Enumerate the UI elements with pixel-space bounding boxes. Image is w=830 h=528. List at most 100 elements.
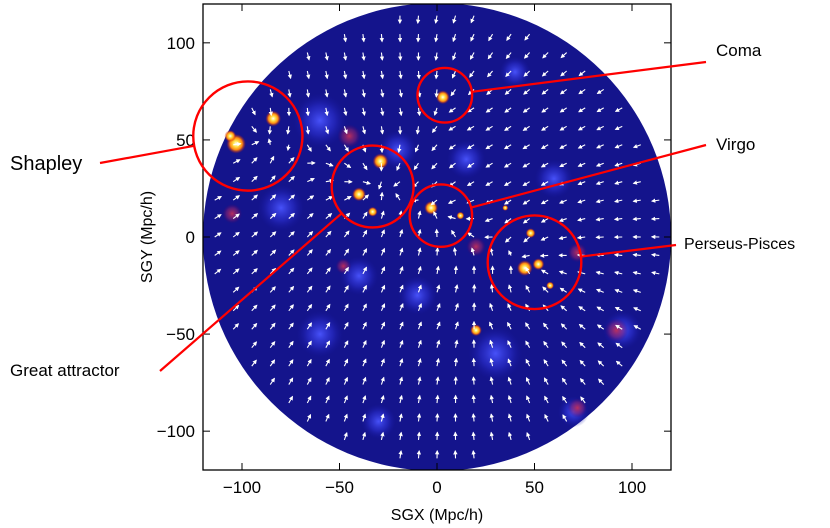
- velocity-arrow: [503, 199, 512, 205]
- velocity-arrow: [452, 33, 457, 43]
- velocity-arrow: [324, 107, 329, 117]
- density-blob: [546, 281, 554, 290]
- velocity-arrow: [485, 162, 493, 168]
- velocity-arrow: [504, 218, 512, 224]
- velocity-arrow: [417, 265, 422, 275]
- velocity-arrow: [343, 303, 349, 312]
- velocity-arrow: [435, 265, 440, 274]
- velocity-arrow: [433, 107, 438, 116]
- velocity-arrow: [614, 306, 623, 312]
- velocity-arrow: [269, 175, 276, 183]
- velocity-arrow: [232, 250, 240, 256]
- velocity-arrow: [633, 307, 641, 312]
- velocity-arrow: [361, 431, 367, 441]
- velocity-arrow: [380, 89, 385, 98]
- velocity-arrow: [543, 377, 549, 385]
- velocity-arrow: [503, 181, 512, 187]
- velocity-arrow: [416, 107, 422, 117]
- velocity-arrow: [399, 228, 404, 238]
- velocity-arrow: [580, 396, 586, 404]
- velocity-arrow: [306, 285, 313, 293]
- velocity-arrow: [361, 70, 366, 80]
- velocity-arrow: [232, 176, 241, 183]
- velocity-arrow: [269, 377, 275, 385]
- density-blob: [525, 228, 536, 238]
- velocity-arrow: [380, 107, 385, 117]
- velocity-arrow: [434, 70, 439, 80]
- velocity-arrow: [344, 162, 352, 169]
- velocity-arrow: [540, 144, 549, 150]
- velocity-arrow: [398, 413, 403, 422]
- velocity-arrow: [614, 180, 623, 185]
- velocity-arrow: [416, 70, 421, 80]
- velocity-arrow: [541, 125, 549, 131]
- density-blob: [470, 324, 482, 337]
- density-blob: [372, 153, 389, 170]
- x-tick-label: −50: [325, 478, 354, 497]
- velocity-arrow: [325, 395, 330, 404]
- velocity-arrow: [325, 377, 330, 385]
- velocity-arrow: [361, 52, 366, 61]
- velocity-arrow: [417, 303, 423, 311]
- velocity-arrow: [540, 236, 549, 241]
- density-blob: [466, 236, 486, 257]
- velocity-arrow: [650, 198, 660, 203]
- velocity-arrow: [452, 247, 458, 256]
- velocity-arrow: [288, 340, 294, 348]
- velocity-arrow: [525, 284, 531, 293]
- velocity-arrow: [523, 70, 531, 77]
- velocity-arrow: [540, 181, 549, 186]
- velocity-arrow: [325, 144, 331, 152]
- velocity-arrow: [343, 340, 349, 348]
- velocity-arrow: [380, 321, 386, 330]
- velocity-arrow: [398, 394, 404, 404]
- velocity-arrow: [306, 358, 312, 367]
- velocity-arrow: [542, 286, 549, 293]
- velocity-arrow: [393, 181, 401, 187]
- velocity-arrow: [544, 395, 549, 404]
- velocity-arrow: [454, 339, 459, 348]
- velocity-arrow: [522, 218, 530, 224]
- velocity-arrow: [306, 377, 312, 385]
- velocity-arrow: [342, 70, 348, 80]
- velocity-arrow: [288, 231, 295, 238]
- velocity-arrow: [416, 413, 422, 422]
- velocity-arrow: [342, 52, 348, 61]
- velocity-arrow: [521, 254, 530, 259]
- velocity-arrow: [507, 340, 512, 348]
- velocity-arrow: [524, 33, 531, 41]
- density-blobs: [222, 56, 642, 440]
- annotation-circle: [408, 183, 474, 249]
- velocity-arrow: [343, 266, 349, 275]
- velocity-arrow: [504, 89, 512, 95]
- velocity-arrow: [325, 195, 334, 201]
- velocity-arrow: [505, 70, 512, 77]
- velocity-arrow: [615, 324, 623, 330]
- annotation-circle: [486, 214, 583, 311]
- velocity-arrow: [269, 322, 276, 330]
- velocity-arrow: [343, 248, 350, 256]
- velocity-arrow: [362, 358, 367, 367]
- velocity-arrow: [343, 144, 349, 152]
- density-blob: [360, 403, 397, 440]
- velocity-arrow: [380, 358, 385, 367]
- x-axis-title: SGX (Mpc/h): [391, 507, 483, 524]
- velocity-arrow: [306, 303, 313, 312]
- velocity-arrow: [633, 325, 642, 330]
- velocity-arrow: [380, 413, 385, 422]
- velocity-arrow: [578, 306, 586, 312]
- velocity-arrow: [596, 324, 605, 330]
- velocity-arrow: [525, 376, 531, 385]
- velocity-arrow: [576, 235, 586, 240]
- velocity-arrow: [325, 322, 331, 330]
- velocity-arrow: [578, 70, 586, 77]
- velocity-arrow: [343, 230, 350, 238]
- velocity-arrow: [362, 266, 367, 275]
- velocity-arrow: [306, 144, 312, 152]
- velocity-arrow: [379, 191, 384, 201]
- velocity-arrow: [287, 89, 292, 98]
- velocity-arrow: [489, 321, 494, 330]
- annotation-leader-line: [580, 243, 677, 258]
- velocity-arrow: [251, 141, 260, 146]
- density-blob: [532, 258, 545, 271]
